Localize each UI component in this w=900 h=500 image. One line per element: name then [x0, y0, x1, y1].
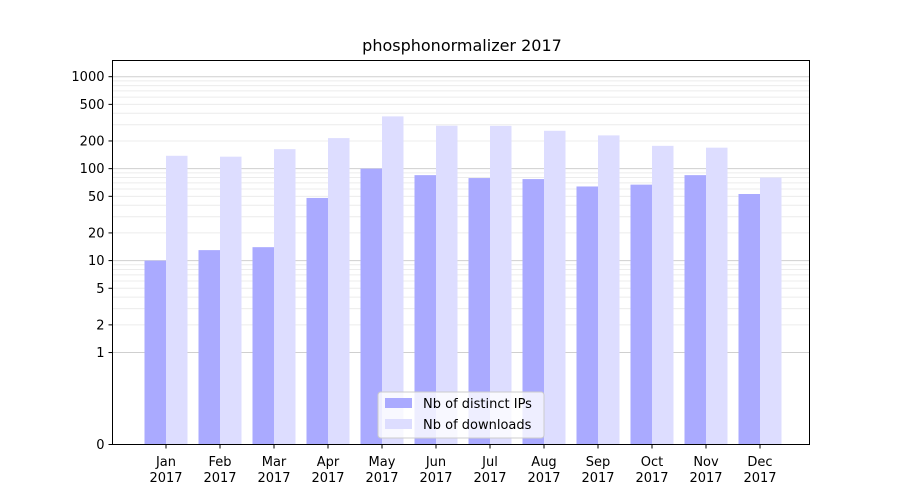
bar-downloads [436, 125, 458, 445]
bars [144, 116, 782, 445]
x-tick-label-year: 2017 [419, 471, 452, 486]
y-tick-label: 10 [88, 254, 105, 269]
y-tick-label: 5 [96, 282, 104, 297]
chart-title: phosphonormalizer 2017 [362, 36, 562, 55]
y-tick-label: 100 [80, 162, 105, 177]
x-tick-label-month: Mar [262, 455, 287, 470]
bar-downloads [166, 155, 188, 445]
y-axis: 0 1 2 5 10 20 50 100 200 500 1000 [71, 70, 113, 453]
x-tick-label-year: 2017 [635, 471, 668, 486]
x-tick-label-year: 2017 [365, 471, 398, 486]
bar-distinct-ips [360, 168, 382, 445]
y-tick-label: 2 [96, 318, 104, 333]
bar-distinct-ips [468, 178, 490, 445]
bar-distinct-ips [576, 186, 598, 445]
legend-label-distinct-ips: Nb of distinct IPs [423, 397, 532, 412]
x-tick-label-month: Jul [481, 455, 498, 470]
x-tick-label-year: 2017 [581, 471, 614, 486]
y-tick-label: 50 [88, 190, 105, 205]
bar-downloads [328, 138, 350, 445]
legend: Nb of distinct IPs Nb of downloads [377, 391, 545, 439]
bar-distinct-ips [738, 193, 760, 445]
bar-downloads [706, 147, 728, 445]
bar-downloads [382, 116, 404, 445]
legend-label-downloads: Nb of downloads [423, 418, 532, 433]
x-tick-label-year: 2017 [311, 471, 344, 486]
bar-distinct-ips [306, 197, 328, 445]
bar-downloads [490, 125, 512, 445]
bar-distinct-ips [144, 260, 166, 445]
x-tick-label-year: 2017 [203, 471, 236, 486]
legend-swatch-distinct-ips [385, 398, 412, 408]
y-tick-label: 200 [80, 134, 105, 149]
legend-box [377, 391, 545, 439]
x-tick-label-year: 2017 [689, 471, 722, 486]
y-tick-label: 500 [80, 98, 105, 113]
x-axis: Jan2017Feb2017Mar2017Apr2017May2017Jun20… [149, 444, 777, 486]
x-tick-label-month: Nov [693, 455, 719, 470]
bar-downloads [598, 135, 620, 445]
x-tick-label-month: Oct [641, 455, 663, 470]
y-tick-label: 1000 [71, 70, 104, 85]
x-tick-label-month: Jun [425, 455, 446, 470]
x-tick-label-month: Apr [317, 455, 340, 470]
x-tick-label-month: Aug [531, 455, 556, 470]
legend-swatch-downloads [385, 419, 412, 429]
x-tick-label-month: Feb [208, 455, 231, 470]
y-tick-label: 1 [96, 346, 104, 361]
bar-downloads [274, 149, 296, 445]
bar-distinct-ips [414, 175, 436, 445]
bar-downloads [544, 130, 566, 445]
x-tick-label-year: 2017 [473, 471, 506, 486]
x-tick-label-month: May [369, 455, 396, 470]
plot-frame [112, 60, 810, 445]
y-tick-label: 20 [88, 226, 105, 241]
bar-downloads [652, 145, 674, 445]
x-tick-label-month: Dec [747, 455, 772, 470]
x-tick-label-year: 2017 [257, 471, 290, 486]
bar-distinct-ips [198, 250, 220, 445]
x-tick-label-year: 2017 [743, 471, 776, 486]
bar-distinct-ips [252, 247, 274, 445]
bar-downloads [220, 156, 242, 445]
bar-distinct-ips [684, 175, 706, 445]
bar-distinct-ips [630, 184, 652, 445]
y-tick-label: 0 [96, 438, 104, 453]
bar-distinct-ips [522, 179, 544, 445]
x-tick-label-month: Sep [586, 455, 611, 470]
bar-downloads [760, 177, 782, 445]
x-tick-label-month: Jan [155, 455, 176, 470]
x-tick-label-year: 2017 [527, 471, 560, 486]
x-tick-label-year: 2017 [149, 471, 182, 486]
